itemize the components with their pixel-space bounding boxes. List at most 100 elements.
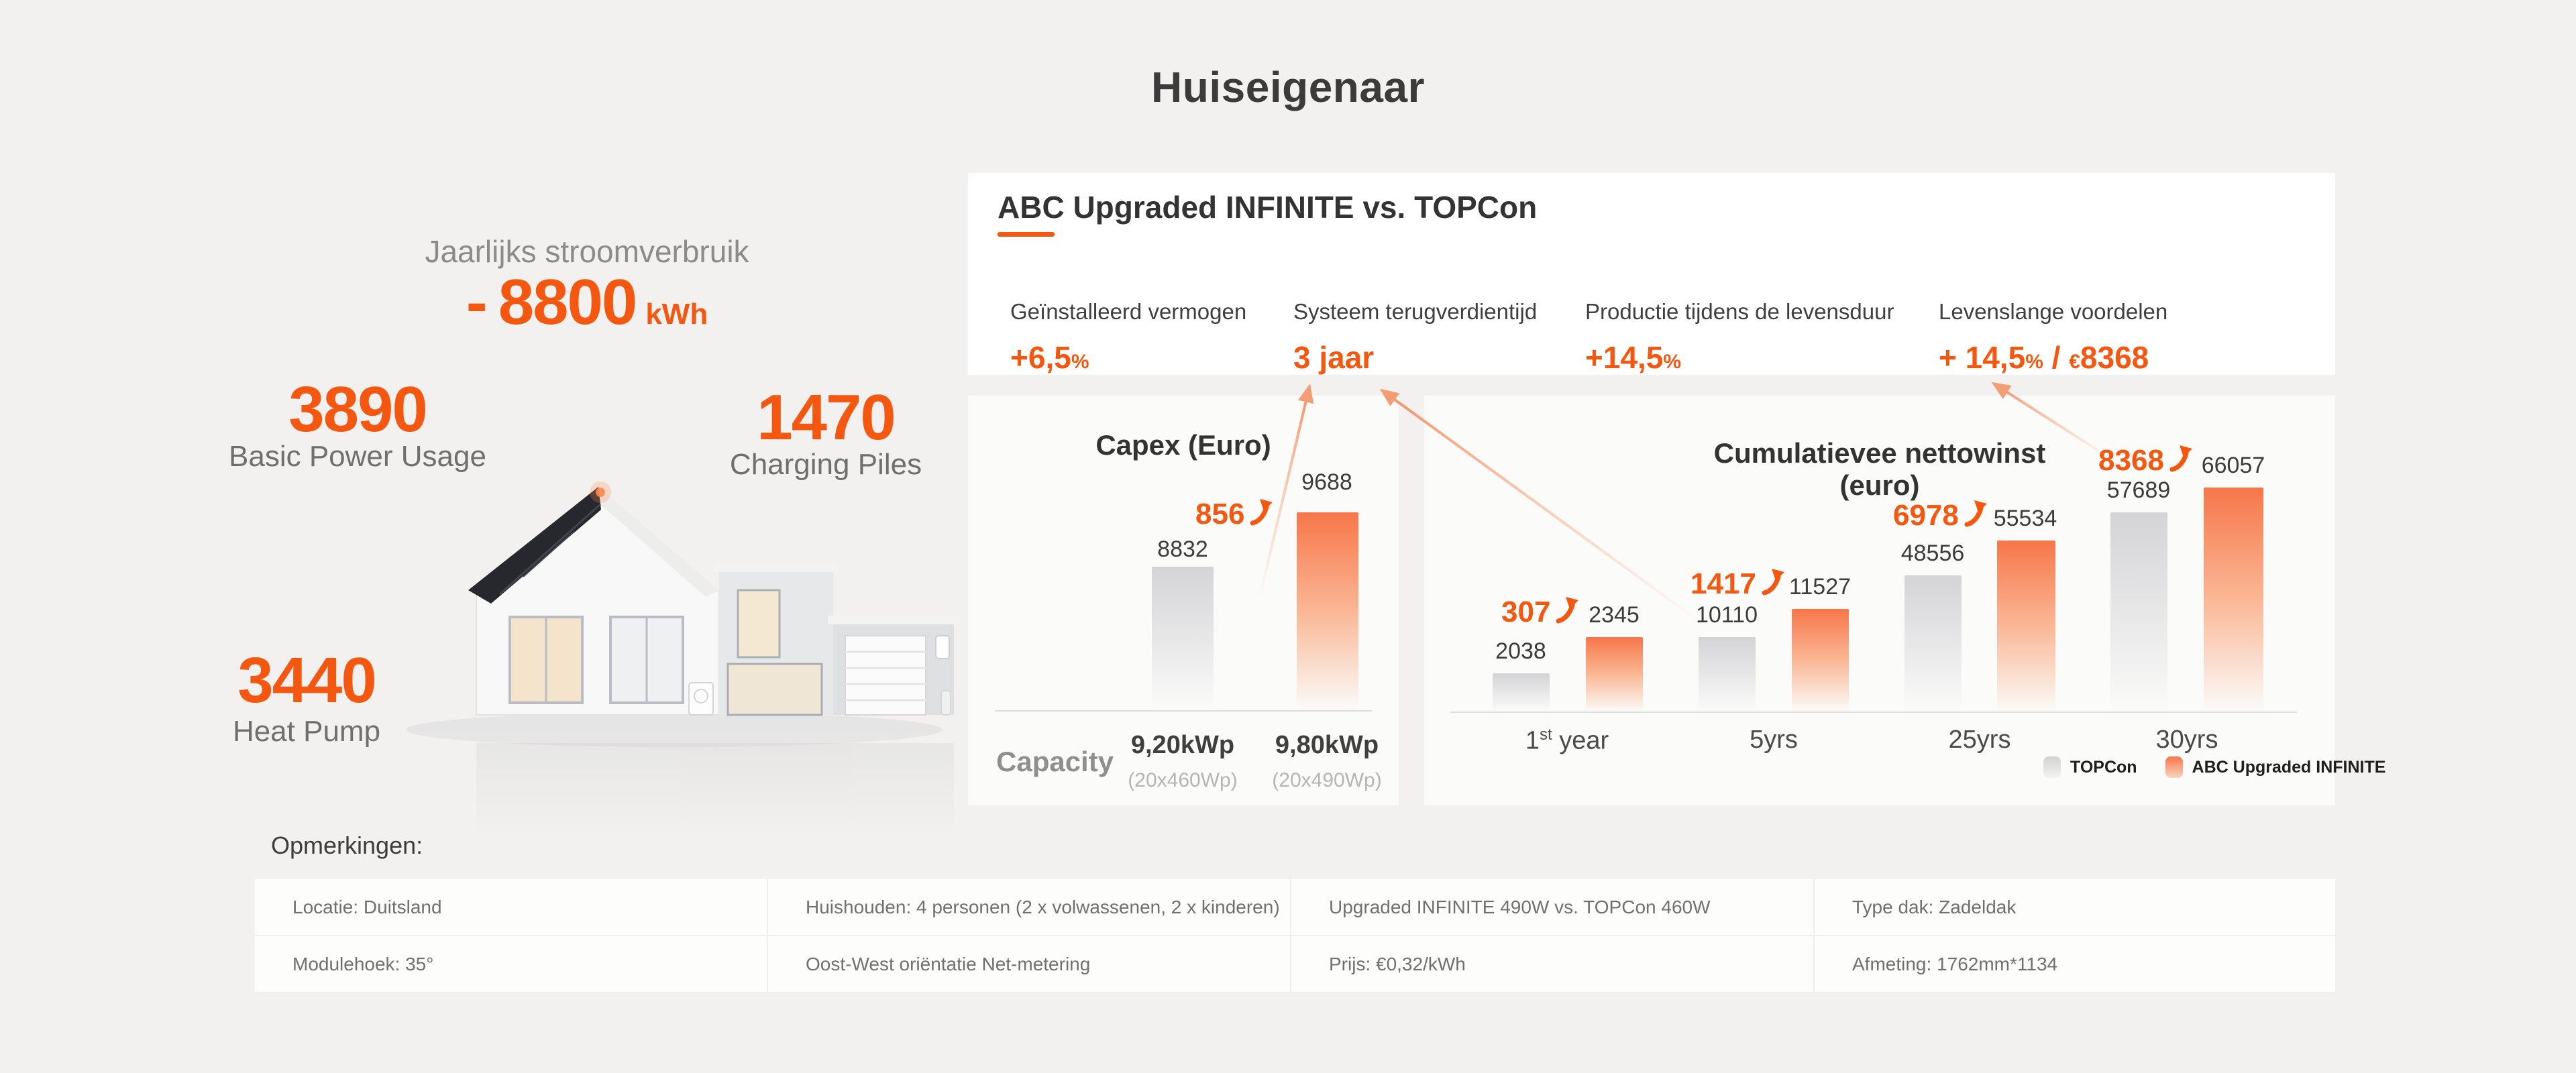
comparison-card-title: ABC Upgraded INFINITE vs. TOPCon: [998, 190, 1538, 225]
xlabel-25yrs: 25yrs: [1948, 726, 2011, 754]
capacity-abc: 9,80kWp (20x490Wp): [1260, 731, 1394, 792]
note-modules: Upgraded INFINITE 490W vs. TOPCon 460W: [1291, 879, 1815, 936]
note-dimensions: Afmeting: 1762mm*1134: [1815, 936, 2335, 993]
metric-label: Productie tijdens de levensduur: [1585, 299, 1894, 324]
bar-abc-25yr: [1997, 541, 2055, 712]
value-topcon-25yr: 48556: [1900, 541, 1965, 566]
legend-swatch-abc: [2165, 756, 2183, 778]
metric-lifetime-benefits: Levenslange voordelen + 14,5% / €8368: [1939, 299, 2167, 376]
note-location: Locatie: Duitsland: [255, 879, 768, 936]
capex-value-abc: 9688: [1301, 469, 1352, 495]
legend-swatch-topcon: [2043, 756, 2061, 778]
capex-diff: 856: [1195, 498, 1274, 531]
legend-label-topcon: TOPCon: [2070, 757, 2137, 777]
capacity-topcon: 9,20kWp (20x460Wp): [1116, 731, 1250, 792]
up-arrow-icon: [1250, 499, 1273, 526]
diff-30yr: 8368: [2098, 444, 2194, 477]
stat-charging-piles-label: Charging Piles: [729, 448, 922, 481]
notes-table: Locatie: Duitsland Huishouden: 4 persone…: [255, 879, 2335, 993]
bar-abc-1yr: [1586, 637, 1643, 712]
up-arrow-icon: [1556, 597, 1579, 624]
bar-topcon-30yr: [2110, 512, 2167, 712]
metric-separator: /: [2043, 340, 2070, 375]
metric-suffix: %: [1663, 351, 1682, 373]
xlabel-5yrs: 5yrs: [1750, 726, 1798, 754]
capacity-label: Capacity: [996, 746, 1114, 777]
cumulative-chart-title: Cumulatievee nettowinst (euro): [1713, 437, 2046, 501]
diff-5yr: 1417: [1690, 567, 1786, 601]
metric-suffix: %: [1071, 351, 1089, 373]
capex-value-topcon: 8832: [1157, 536, 1208, 562]
diff-value: 1417: [1690, 567, 1756, 600]
metric-value: +14,5: [1585, 340, 1664, 375]
xlabel-30yrs: 30yrs: [2155, 726, 2218, 754]
capex-baseline: [995, 710, 1372, 712]
metric-label: Systeem terugverdientijd: [1293, 299, 1538, 324]
consumption-value: - 8800 kWh: [386, 266, 788, 339]
up-arrow-icon: [1762, 569, 1784, 596]
stat-heat-pump-label: Heat Pump: [232, 715, 381, 748]
stat-charging-piles-value: 1470: [757, 382, 896, 453]
value-abc-5yr: 11527: [1788, 574, 1851, 600]
metric-label: Geïnstalleerd vermogen: [1010, 299, 1247, 324]
metric-amount: 8368: [2080, 340, 2149, 375]
value-abc-30yr: 66057: [2201, 453, 2265, 478]
comparison-card: ABC Upgraded INFINITE vs. TOPCon: [968, 173, 2335, 375]
metric-suffix: %: [2025, 351, 2043, 373]
solar-panel-roof-icon: [468, 487, 601, 604]
capacity-kwp: 9,80kWp: [1275, 731, 1379, 759]
chart-legend: TOPCon ABC Upgraded INFINITE: [2043, 756, 2385, 778]
bar-topcon-1yr: [1493, 673, 1550, 712]
cumulative-baseline: [1450, 712, 2297, 713]
metric-value: +6,5: [1010, 340, 1071, 375]
value-topcon-30yr: 57689: [2106, 477, 2171, 503]
capacity-kwp: 9,20kWp: [1130, 731, 1235, 759]
house-graphic: [372, 482, 963, 837]
consumption-number: 8800: [498, 266, 638, 338]
stat-basic-power-label: Basic Power Usage: [229, 440, 486, 473]
stat-basic-power-value: 3890: [288, 374, 428, 445]
note-price: Prijs: €0,32/kWh: [1291, 936, 1815, 993]
value-abc-25yr: 55534: [1993, 506, 2057, 531]
diff-25yr: 6978: [1893, 499, 1988, 532]
capex-chart-title: Capex (Euro): [1095, 429, 1271, 461]
legend-label-abc: ABC Upgraded INFINITE: [2192, 757, 2386, 777]
capex-diff-value: 856: [1195, 498, 1245, 530]
euro-sign: €: [2069, 351, 2080, 373]
note-tilt: Modulehoek: 35°: [255, 936, 768, 993]
metric-value: + 14,5: [1939, 340, 2026, 375]
diff-value: 8368: [2098, 444, 2164, 477]
note-household: Huishouden: 4 personen (2 x volwassenen,…: [768, 879, 1291, 936]
diff-1yr: 307: [1501, 596, 1580, 629]
annex-window: [737, 589, 781, 659]
ev-charger-icon: [935, 635, 951, 716]
house-illustration: [372, 435, 963, 837]
bar-topcon-25yr: [1904, 575, 1962, 712]
bar-abc-30yr: [2204, 488, 2263, 712]
xlabel-1st-year: 1st year: [1525, 726, 1609, 755]
notes-heading: Opmerkingen:: [271, 832, 423, 859]
consumption-dash: -: [466, 266, 488, 338]
garage-door: [845, 635, 926, 716]
value-topcon-1yr: 2038: [1495, 638, 1546, 664]
consumption-heading: Jaarlijks stroomverbruik: [425, 234, 749, 269]
heat-pump-icon: [688, 682, 714, 716]
roof-right-slope: [597, 487, 719, 597]
metric-installed-power: Geïnstalleerd vermogen +6,5%: [1010, 299, 1246, 376]
diff-value: 6978: [1893, 499, 1959, 532]
metric-payback-time: Systeem terugverdientijd 3 jaar: [1293, 299, 1537, 376]
accent-underline: [998, 232, 1055, 237]
diff-value: 307: [1501, 596, 1551, 628]
capacity-modules: (20x460Wp): [1128, 769, 1238, 791]
stat-heat-pump-value: 3440: [237, 644, 377, 716]
bar-abc-5yr: [1792, 609, 1849, 712]
capacity-modules: (20x490Wp): [1272, 769, 1382, 791]
value-topcon-5yr: 10110: [1695, 602, 1758, 628]
capex-bar-abc: [1297, 512, 1358, 710]
glass-door: [727, 663, 823, 716]
metric-label: Levenslange voordelen: [1939, 299, 2168, 324]
metric-lifetime-production: Productie tijdens de levensduur +14,5%: [1585, 299, 1894, 376]
up-arrow-icon: [2169, 445, 2192, 472]
note-orientation: Oost-West oriëntatie Net-metering: [768, 936, 1291, 993]
